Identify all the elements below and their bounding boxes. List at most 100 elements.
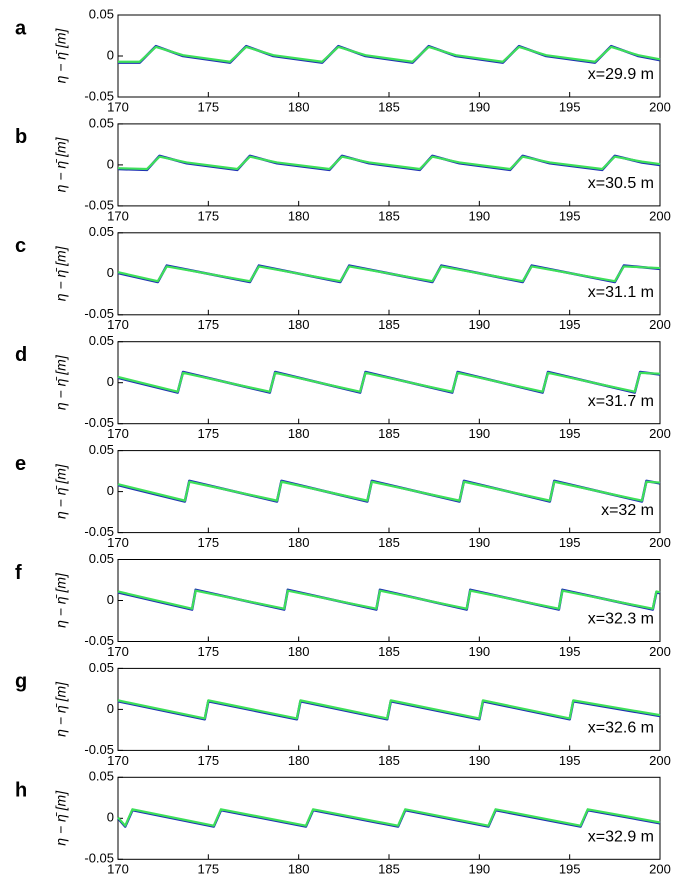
x-tick-label: 170 (107, 644, 129, 659)
panel-label: h (15, 780, 27, 802)
x-tick-label: 175 (197, 535, 219, 550)
y-tick-label: 0.05 (89, 442, 114, 457)
x-tick-label: 190 (468, 317, 490, 332)
x-tick-label: 195 (559, 644, 581, 659)
x-tick-label: 195 (559, 317, 581, 332)
annotation: x=30.5 m (588, 175, 654, 192)
x-tick-label: 175 (197, 317, 219, 332)
y-tick-label: 0 (107, 374, 114, 389)
series-line (117, 480, 661, 502)
y-tick-label: -0.05 (84, 742, 114, 757)
x-tick-label: 195 (559, 208, 581, 223)
x-tick-label: 190 (468, 753, 490, 768)
y-axis-label: η − η̄ [m] (53, 136, 69, 192)
x-tick-label: 170 (107, 753, 129, 768)
y-tick-label: 0 (107, 156, 114, 171)
x-tick-label: 185 (378, 208, 400, 223)
y-axis-label: η − η̄ [m] (53, 572, 69, 628)
x-tick-label: 195 (559, 535, 581, 550)
panel-label: e (15, 453, 26, 475)
series-line (117, 589, 661, 610)
panel-label: a (15, 17, 27, 39)
x-tick-label: 185 (378, 99, 400, 114)
plot-frame (117, 776, 661, 860)
y-tick-label: 0.05 (89, 333, 114, 348)
y-axis-label: η − η̄ [m] (53, 463, 69, 519)
x-tick-label: 200 (649, 862, 671, 877)
x-tick-label: 170 (107, 862, 129, 877)
x-tick-label: 190 (468, 208, 490, 223)
x-tick-label: 180 (288, 753, 310, 768)
x-tick-label: 185 (378, 753, 400, 768)
annotation: x=32.3 m (588, 611, 654, 628)
series-line (117, 154, 661, 172)
series-line (117, 371, 661, 393)
y-tick-label: 0 (107, 701, 114, 716)
x-tick-label: 190 (468, 99, 490, 114)
plot-frame (117, 14, 661, 98)
x-tick-label: 180 (288, 208, 310, 223)
y-tick-label: 0.05 (89, 551, 114, 566)
y-axis-label: η − η̄ [m] (53, 681, 69, 737)
annotation: x=29.9 m (588, 66, 654, 83)
x-tick-label: 200 (649, 753, 671, 768)
series-line (117, 265, 661, 283)
series-line (118, 45, 661, 63)
series-line (117, 808, 661, 827)
series-line (117, 699, 661, 720)
x-tick-label: 185 (378, 644, 400, 659)
plot-frame (117, 559, 661, 642)
y-tick-label: 0 (107, 810, 114, 825)
series-line (117, 155, 661, 171)
plot-frame (117, 341, 661, 425)
y-tick-label: -0.05 (84, 415, 114, 430)
y-tick-label: 0 (107, 592, 114, 607)
y-tick-label: 0.05 (89, 224, 114, 239)
y-tick-label: -0.05 (84, 197, 114, 212)
panel-label: c (15, 235, 26, 257)
x-tick-label: 190 (468, 426, 490, 441)
x-tick-label: 195 (559, 99, 581, 114)
annotation: x=31.7 m (588, 393, 654, 410)
x-tick-label: 170 (107, 426, 129, 441)
y-tick-label: 0.05 (89, 115, 114, 130)
x-tick-label: 190 (468, 535, 490, 550)
y-tick-label: 0 (107, 265, 114, 280)
x-tick-label: 185 (378, 317, 400, 332)
y-tick-label: -0.05 (84, 633, 114, 648)
y-tick-label: -0.05 (84, 306, 114, 321)
x-tick-label: 200 (649, 99, 671, 114)
annotation: x=32.9 m (588, 829, 654, 846)
x-tick-label: 200 (649, 644, 671, 659)
x-tick-label: 190 (468, 644, 490, 659)
x-tick-label: 200 (649, 208, 671, 223)
y-tick-label: 0.05 (89, 769, 114, 784)
y-axis-label: η − η̄ [m] (53, 27, 69, 83)
x-tick-label: 180 (288, 535, 310, 550)
x-tick-label: 180 (288, 644, 310, 659)
x-tick-label: 175 (197, 99, 219, 114)
x-tick-label: 195 (559, 862, 581, 877)
plot-frame (117, 450, 661, 534)
x-tick-label: 175 (197, 862, 219, 877)
x-tick-label: 180 (288, 426, 310, 441)
panel-label: b (15, 126, 27, 148)
annotation: x=32 m (601, 502, 654, 519)
annotation: x=31.1 m (588, 284, 654, 301)
x-tick-label: 195 (559, 753, 581, 768)
x-tick-label: 170 (107, 208, 129, 223)
x-tick-label: 185 (378, 535, 400, 550)
annotation: x=32.6 m (588, 720, 654, 737)
x-tick-label: 170 (107, 99, 129, 114)
x-tick-label: 195 (559, 426, 581, 441)
y-tick-label: -0.05 (84, 88, 114, 103)
x-tick-label: 190 (468, 862, 490, 877)
x-tick-label: 180 (288, 317, 310, 332)
panel-label: g (15, 671, 27, 693)
x-tick-label: 175 (197, 753, 219, 768)
y-tick-label: 0.05 (89, 660, 114, 675)
x-tick-label: 185 (378, 426, 400, 441)
panel-label: d (15, 344, 27, 366)
y-axis-label: η − η̄ [m] (53, 790, 69, 846)
